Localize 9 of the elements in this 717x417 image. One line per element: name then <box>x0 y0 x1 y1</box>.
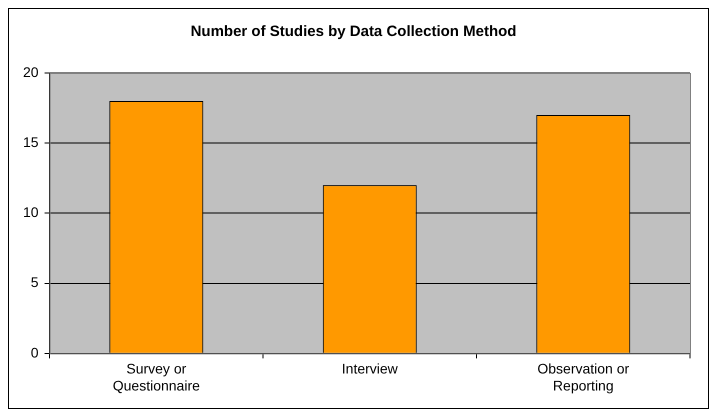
x-tick-label: Observation or Reporting <box>537 360 630 394</box>
y-tick-label: 5 <box>30 274 39 290</box>
y-tick-label: 10 <box>22 204 39 220</box>
x-tick-label: Survey or Questionnaire <box>112 360 200 394</box>
y-tick-label: 0 <box>30 344 39 360</box>
x-tick-label: Interview <box>342 360 399 377</box>
y-tick-label: 15 <box>22 134 39 150</box>
chart-title: Number of Studies by Data Collection Method <box>190 23 516 40</box>
y-tick-label: 20 <box>22 64 39 80</box>
